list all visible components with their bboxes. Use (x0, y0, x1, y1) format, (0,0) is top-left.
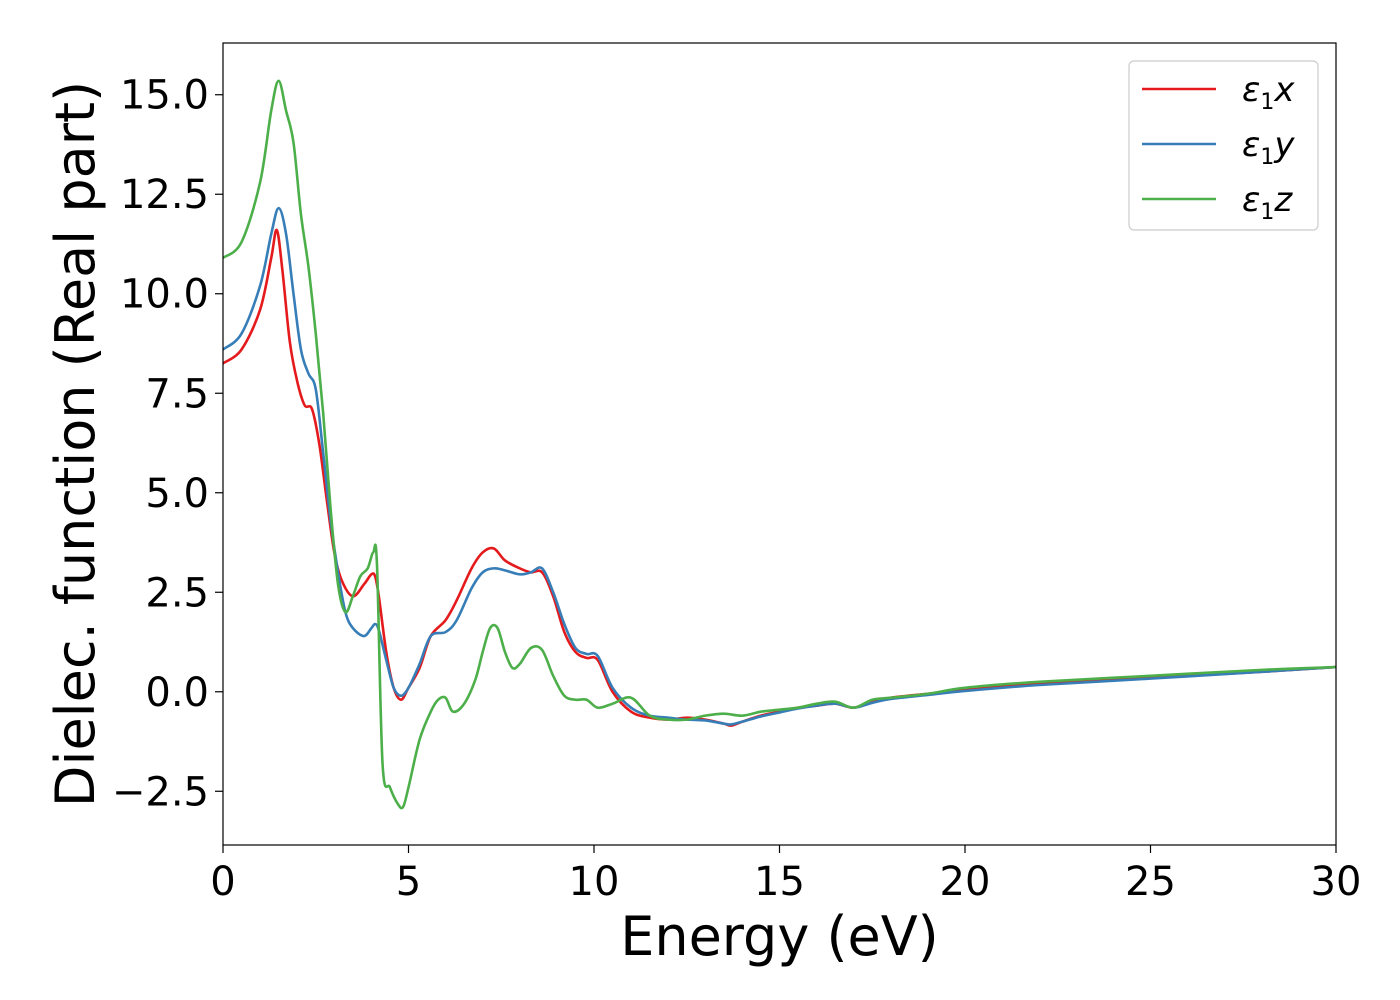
legend-epsilon: ε (1242, 125, 1260, 165)
y-axis: −2.5 0.0 2.5 5.0 7.5 10.0 12.5 15.0 (112, 73, 223, 815)
x-axis: 0 5 10 15 20 25 30 (210, 845, 1361, 905)
y-tick-label: 15.0 (120, 73, 209, 119)
legend-entry-z: ε1z (1142, 180, 1293, 225)
y-tick-label: 2.5 (145, 570, 209, 616)
legend-subscript: 1 (1260, 90, 1274, 115)
legend-epsilon: ε (1242, 70, 1260, 110)
x-axis-title: Energy (eV) (620, 905, 939, 968)
y-tick-label: 10.0 (120, 272, 209, 318)
legend-label: ε1y (1242, 125, 1295, 170)
y-tick-label: 12.5 (120, 172, 209, 218)
x-tick-label: 5 (396, 859, 421, 905)
x-tick-label: 25 (1125, 859, 1176, 905)
legend-entry-x: ε1x (1142, 70, 1295, 115)
y-tick-label: 0.0 (145, 670, 209, 716)
legend-subscript: 1 (1260, 145, 1274, 170)
legend-entry-y: ε1y (1142, 125, 1295, 170)
legend-subscript: 1 (1260, 200, 1274, 225)
legend-axis-letter: z (1273, 180, 1293, 220)
y-tick-label: 7.5 (145, 371, 209, 417)
x-tick-label: 20 (940, 859, 991, 905)
series-line-y (223, 206, 1336, 726)
x-tick-label: 30 (1311, 859, 1362, 905)
x-tick-label: 0 (210, 859, 235, 905)
y-tick-label: 5.0 (145, 471, 209, 517)
legend-epsilon: ε (1242, 180, 1260, 220)
legend-label: ε1z (1242, 180, 1293, 225)
legend-label: ε1x (1242, 70, 1295, 115)
legend-box (1128, 60, 1319, 231)
y-tick-label: −2.5 (112, 769, 209, 815)
y-axis-title: Dielec. function (Real part) (44, 81, 107, 807)
x-tick-label: 10 (569, 859, 620, 905)
x-tick-label: 15 (754, 859, 805, 905)
series-line-z (223, 79, 1336, 810)
series-layer (223, 79, 1336, 810)
legend-axis-letter: y (1273, 125, 1295, 165)
legend-axis-letter: x (1273, 70, 1295, 110)
